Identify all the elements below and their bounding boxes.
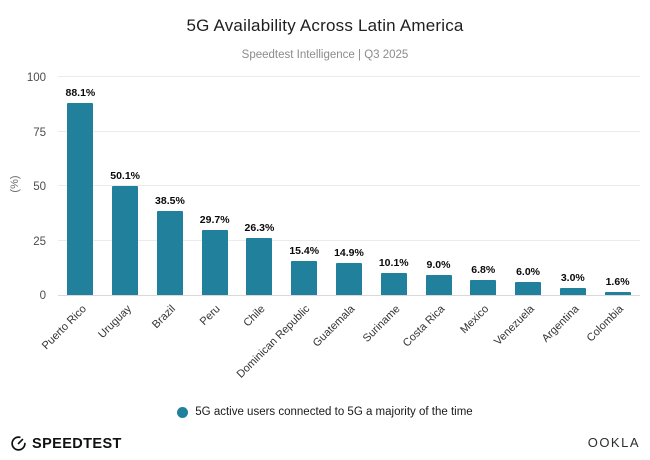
speedtest-logo: SPEEDTEST <box>10 435 122 452</box>
bar-value-label: 88.1% <box>65 86 96 99</box>
bar-value-label: 50.1% <box>110 169 141 182</box>
bar-value-label: 6.8% <box>471 264 496 277</box>
x-slot: Brazil <box>148 297 193 402</box>
x-axis-category-label: Brazil <box>150 303 179 331</box>
x-axis-category-label: Chile <box>241 303 268 330</box>
bar-slot: 6.8% <box>461 77 506 295</box>
bar <box>156 211 183 295</box>
legend-label: 5G active users connected to 5G a majori… <box>195 406 473 418</box>
bar <box>201 230 228 295</box>
bar-value-label: 3.0% <box>560 272 585 285</box>
bar-slot: 15.4% <box>282 77 327 295</box>
bar-value-label: 1.6% <box>605 275 630 288</box>
gridline <box>58 130 640 132</box>
speedtest-wordmark: SPEEDTEST <box>32 435 122 452</box>
bar-slot: 6.0% <box>506 77 551 295</box>
bar-slot: 3.0% <box>550 77 595 295</box>
bar-value-label: 29.7% <box>199 214 230 227</box>
bar <box>291 261 318 295</box>
x-axis-labels: Puerto Rico Uruguay Brazil Peru Chile Dominic… <box>40 297 640 402</box>
bar <box>67 102 94 295</box>
bar-value-label: 15.4% <box>289 245 320 258</box>
bar-value-label: 6.0% <box>516 265 540 278</box>
x-slot: Puerto Rico <box>40 297 103 402</box>
bar <box>246 237 273 295</box>
x-slot: Colombia <box>585 297 640 402</box>
bar-value-label: 10.1% <box>378 256 409 269</box>
x-slot: Costa Rica <box>400 297 461 402</box>
bar <box>425 275 452 295</box>
bar-slot: 38.5% <box>148 77 193 295</box>
x-axis-category-label: Peru <box>198 303 224 328</box>
gauge-icon <box>10 435 27 452</box>
y-tick-label: 75 <box>33 126 46 139</box>
y-tick-label: 100 <box>26 72 46 84</box>
x-axis-category-label: Puerto Rico <box>39 303 89 353</box>
x-slot: Mexico <box>458 297 506 402</box>
bar-value-label: 14.9% <box>334 246 364 259</box>
x-slot: Guatemala <box>311 297 372 402</box>
x-axis-line <box>58 295 640 296</box>
bar <box>380 272 407 295</box>
bar-value-label: 9.0% <box>426 259 451 272</box>
y-tick-label: 0 <box>39 290 46 302</box>
x-slot: Uruguay <box>96 297 148 402</box>
bar-slot: 29.7% <box>192 77 237 295</box>
bar <box>335 262 362 295</box>
legend: 5G active users connected to 5G a majori… <box>0 406 650 418</box>
gridline <box>58 76 640 77</box>
bar <box>604 291 631 295</box>
x-slot: Peru <box>192 297 237 402</box>
bar <box>515 281 542 295</box>
bar-slot: 14.9% <box>327 77 372 295</box>
bar <box>112 185 139 295</box>
gridline <box>58 185 640 186</box>
y-tick-label: 50 <box>33 181 46 193</box>
chart-subtitle: Speedtest Intelligence | Q3 2025 <box>241 49 409 61</box>
bar-slot: 50.1% <box>103 77 148 295</box>
y-tick-label: 25 <box>33 235 46 248</box>
gridline <box>58 239 640 241</box>
x-slot: Venezuela <box>492 297 551 402</box>
y-axis-ticks: 0 25 50 75 100 <box>0 72 50 302</box>
bar-slot: 9.0% <box>416 77 461 295</box>
chart-title: 5G Availability Across Latin America <box>186 16 464 35</box>
bar-slot: 88.1% <box>58 77 103 295</box>
x-axis-category-label: Mexico <box>458 303 492 337</box>
ookla-logo: OOKLA <box>587 435 640 450</box>
bar <box>559 288 586 295</box>
bar <box>470 280 497 295</box>
x-slot: Suriname <box>360 297 416 402</box>
x-slot: Dominican Republic <box>235 297 327 402</box>
plot-area: 88.1% 50.1% 38.5% 29.7% 26.3% 15.4% 14.9% 10.1%… <box>58 76 640 296</box>
bar-value-label: 26.3% <box>244 221 275 234</box>
bars-row: 88.1% 50.1% 38.5% 29.7% 26.3% 15.4% 14.9% 10.1%… <box>58 77 640 295</box>
bar-value-label: 38.5% <box>155 195 185 208</box>
x-slot: Argentina <box>540 297 595 402</box>
bar-slot: 10.1% <box>371 77 416 295</box>
bar-slot: 26.3% <box>237 77 282 295</box>
bar-slot: 1.6% <box>595 77 640 295</box>
legend-marker-icon <box>177 406 189 418</box>
